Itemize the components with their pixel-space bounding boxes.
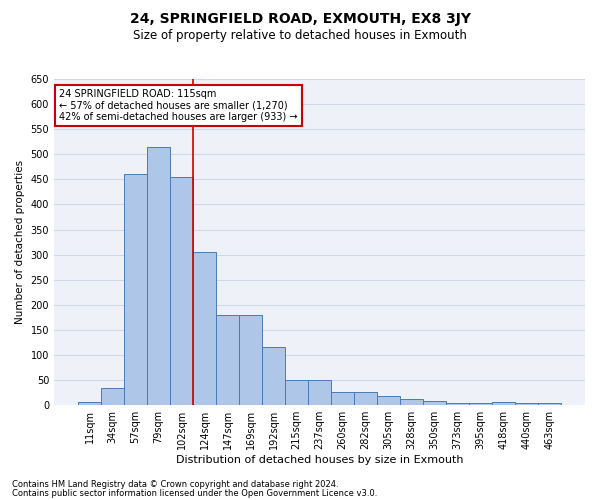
Bar [262,348,285,405]
Bar [216,315,239,405]
Bar [124,174,147,405]
Text: Size of property relative to detached houses in Exmouth: Size of property relative to detached ho… [133,29,467,42]
Bar [193,252,216,405]
Bar [515,402,538,405]
Y-axis label: Number of detached properties: Number of detached properties [15,160,25,324]
X-axis label: Distribution of detached houses by size in Exmouth: Distribution of detached houses by size … [176,455,463,465]
Bar [446,402,469,405]
Text: Contains HM Land Registry data © Crown copyright and database right 2024.: Contains HM Land Registry data © Crown c… [12,480,338,489]
Bar [147,147,170,405]
Bar [170,177,193,405]
Bar [492,402,515,405]
Text: 24 SPRINGFIELD ROAD: 115sqm
← 57% of detached houses are smaller (1,270)
42% of : 24 SPRINGFIELD ROAD: 115sqm ← 57% of det… [59,89,298,122]
Text: Contains public sector information licensed under the Open Government Licence v3: Contains public sector information licen… [12,488,377,498]
Bar [423,400,446,405]
Bar [400,399,423,405]
Bar [285,380,308,405]
Text: 24, SPRINGFIELD ROAD, EXMOUTH, EX8 3JY: 24, SPRINGFIELD ROAD, EXMOUTH, EX8 3JY [130,12,470,26]
Bar [308,380,331,405]
Bar [354,392,377,405]
Bar [469,402,492,405]
Bar [331,392,354,405]
Bar [538,402,561,405]
Bar [377,396,400,405]
Bar [78,402,101,405]
Bar [239,315,262,405]
Bar [101,388,124,405]
